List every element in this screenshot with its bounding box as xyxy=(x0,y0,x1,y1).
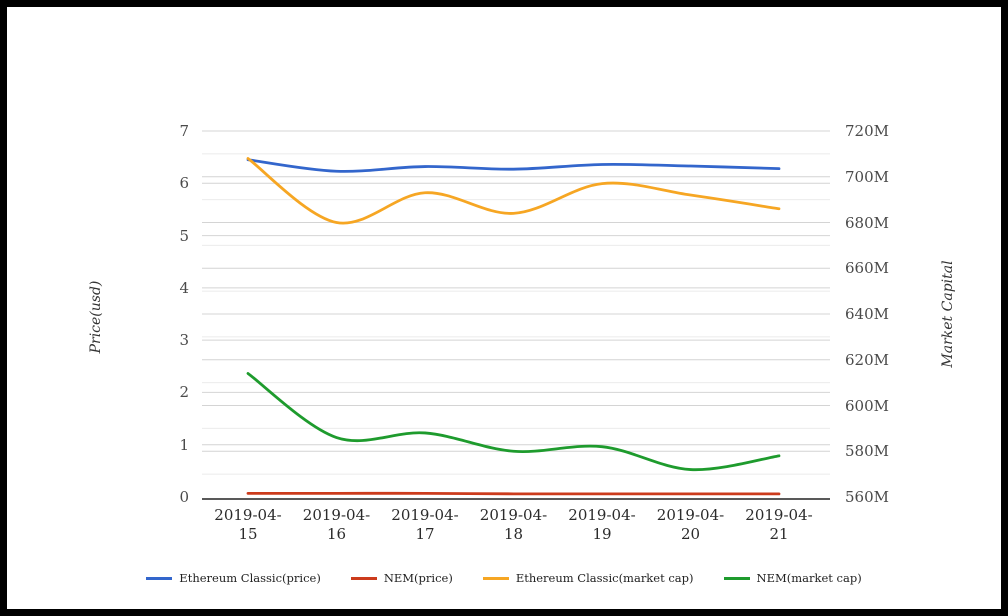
x-axis-tick-line1: 2019-04- xyxy=(391,506,459,524)
left-axis-tick-label: 4 xyxy=(179,278,189,297)
x-axis-tick-label: 2019-04- 21 xyxy=(729,506,829,544)
legend-item-ethereum-classic-market-cap[interactable]: Ethereum Classic(market cap) xyxy=(482,571,694,585)
x-axis-tick-line2: 19 xyxy=(592,525,612,543)
x-axis-tick-label: 2019-04- 19 xyxy=(552,506,652,544)
left-axis-tick-label: 5 xyxy=(179,226,189,245)
x-axis-tick-line1: 2019-04- xyxy=(302,506,371,524)
x-axis-tick-line2: 16 xyxy=(326,525,347,543)
x-axis-tick-line1: 2019-04- xyxy=(568,506,636,524)
x-axis-tick-label: 2019-04- 16 xyxy=(287,506,387,544)
right-axis-title: Market Capital xyxy=(940,260,956,368)
x-axis-tick-label: 2019-04- 15 xyxy=(198,506,298,544)
right-axis-tick-label: 600M xyxy=(845,396,889,415)
left-axis-tick-label: 6 xyxy=(179,174,189,193)
series-lines xyxy=(246,157,781,496)
x-axis-tick-line2: 20 xyxy=(680,525,701,543)
legend-label: Ethereum Classic(market cap) xyxy=(515,571,694,585)
x-axis-tick-line2: 18 xyxy=(503,525,524,543)
x-axis-tick-line1: 2019-04- xyxy=(479,506,548,524)
right-axis-tick-label: 680M xyxy=(845,213,889,232)
right-axis-tick-label: 580M xyxy=(845,442,889,461)
x-axis-tick-line2: 21 xyxy=(769,525,789,543)
x-axis-tick-line1: 2019-04- xyxy=(745,506,813,524)
series-line-nem-price xyxy=(246,491,781,496)
x-axis-tick-label: 2019-04- 18 xyxy=(464,506,564,544)
series-line-nem-market-cap xyxy=(246,372,781,471)
legend-swatch xyxy=(482,576,509,580)
legend-item-ethereum-classic-price[interactable]: Ethereum Classic(price) xyxy=(146,571,321,585)
legend-label: NEM(price) xyxy=(383,571,453,585)
line-chart-plot xyxy=(202,130,830,500)
x-axis-tick-label: 2019-04- 20 xyxy=(641,506,741,544)
right-axis-tick-label: 660M xyxy=(845,259,889,278)
gridlines xyxy=(202,130,830,475)
right-axis-tick-label: 700M xyxy=(845,167,889,186)
left-axis-tick-label: 2 xyxy=(179,383,189,402)
legend-label: Ethereum Classic(price) xyxy=(179,571,321,585)
right-axis-tick-label: 620M xyxy=(845,350,889,369)
series-line-ethereum-classic-market-cap xyxy=(246,157,781,225)
x-axis-tick-line2: 17 xyxy=(415,525,435,543)
right-axis-tick-label: 560M xyxy=(845,488,889,506)
x-axis-tick-line1: 2019-04- xyxy=(656,506,725,524)
legend-item-nem-market-cap[interactable]: NEM(market cap) xyxy=(723,571,862,585)
right-axis-tick-label: 640M xyxy=(845,305,889,323)
left-axis-tick-label: 0 xyxy=(179,488,189,506)
series-line-ethereum-classic-price xyxy=(246,158,781,173)
left-axis-tick-label: 7 xyxy=(179,122,189,140)
legend-item-nem-price[interactable]: NEM(price) xyxy=(350,571,453,585)
left-axis-tick-label: 3 xyxy=(179,331,189,350)
legend-label: NEM(market cap) xyxy=(756,571,862,585)
x-axis-tick-label: 2019-04- 17 xyxy=(375,506,475,544)
right-axis-tick-label: 720M xyxy=(845,122,889,140)
legend-swatch xyxy=(723,576,750,580)
left-axis-tick-label: 1 xyxy=(179,435,189,454)
legend-swatch xyxy=(350,576,377,580)
x-axis-tick-line2: 15 xyxy=(238,525,258,543)
legend: Ethereum Classic(price) NEM(price) Ethereu… xyxy=(7,571,1001,585)
x-axis-tick-line1: 2019-04- xyxy=(214,506,282,524)
left-axis-title: Price(usd) xyxy=(88,280,104,354)
legend-swatch xyxy=(146,576,173,580)
